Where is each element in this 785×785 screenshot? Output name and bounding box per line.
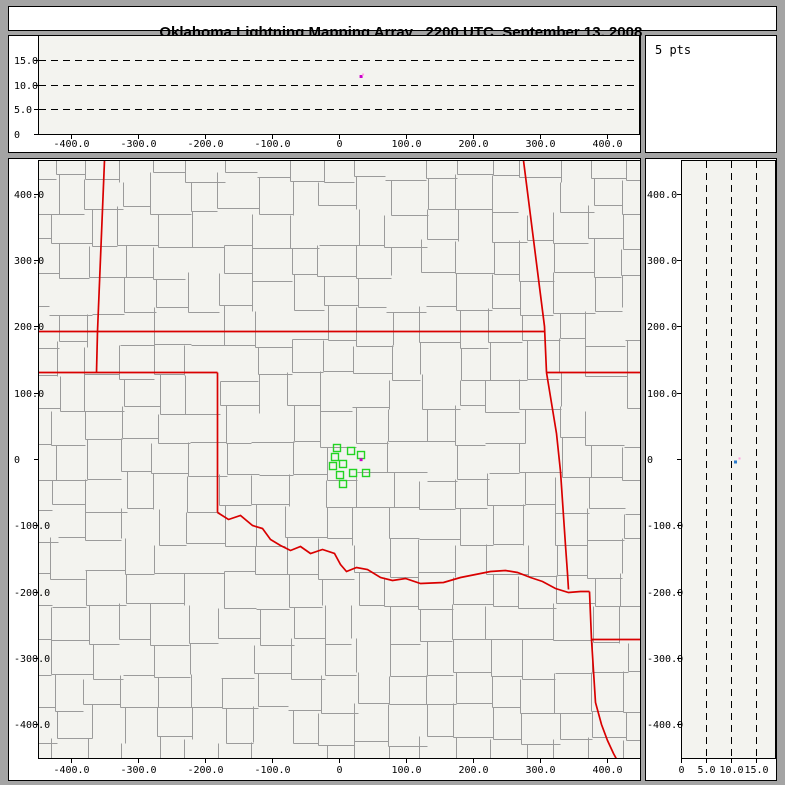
x-tick-label: 200.0 [458,765,488,776]
x-tick-label: 400.0 [592,765,622,776]
arkansas-oklahoma-border [545,372,570,590]
altitude-ns-plot-box [681,160,776,759]
altitude-ns-chart[interactable]: 400.0 300.0 200.0 100.0 0 -100.0 -200.0 -300.0 -… [645,158,777,781]
x-tick-label: 10.0 [719,765,743,776]
kansas-colorado-border [96,161,106,332]
lightning-source-square [346,446,356,456]
y-tick-label: 300.0 [14,256,44,267]
plan-view-map[interactable]: 400.0 300.0 200.0 100.0 0 -100.0 -200.0 -300.0 -… [8,158,641,781]
x-tick-label: -300.0 [120,139,156,150]
plan-view-panel: 400.0 300.0 200.0 100.0 0 -100.0 -200.0 -300.0 -… [8,158,641,781]
lightning-source-square [332,443,342,453]
y-tick-label: 15.0 [14,56,38,67]
x-tick-label: 0 [336,139,342,150]
lightning-source-dot [734,460,737,464]
y-tick-label: -300.0 [647,654,683,665]
lightning-source-square [348,468,358,478]
lightning-source-points [359,73,365,78]
red-river-ok-tx-border [217,511,590,594]
lightning-source-square [338,459,348,469]
title-bar: Oklahoma Lightning Mapping Array 2200 UT… [8,6,777,41]
y-tick-label: 0 [14,130,20,141]
altitude-ew-panel: 0 5.0 10.0 15.0 -400.0 -300.0 -200.0 -100.0 0 100… [8,35,641,153]
points-count-label: 5 pts [655,43,692,57]
plan-view-plot-box [38,160,641,759]
axis-ticks-and-labels: 400.0 300.0 200.0 100.0 0 -100.0 -200.0 -300.0 -… [647,190,769,776]
lightning-source-square [328,461,338,471]
y-tick-label: -400.0 [647,720,683,731]
y-tick-label: 400.0 [647,190,677,201]
y-tick-label: -100.0 [14,521,50,532]
state-borders [39,161,640,758]
x-tick-label: 5.0 [697,765,715,776]
y-tick-label: 0 [647,455,653,466]
y-tick-label: 100.0 [647,389,677,400]
y-tick-label: -100.0 [647,521,683,532]
x-tick-label: 400.0 [592,139,622,150]
y-tick-label: 0 [14,455,20,466]
y-tick-label: 5.0 [14,105,32,116]
y-tick-label: 100.0 [14,389,44,400]
x-tick-label: -200.0 [187,139,223,150]
panhandle-west-border [95,331,99,373]
x-tick-label: 15.0 [744,765,768,776]
y-tick-label: -300.0 [14,654,50,665]
missouri-west-border [522,161,548,373]
lightning-source-dot [362,73,365,76]
axis-ticks-and-labels: 0 5.0 10.0 15.0 -400.0 -300.0 -200.0 -100.0 0 100… [14,56,623,150]
y-tick-label: 300.0 [647,256,677,267]
x-tick-label: -100.0 [254,139,290,150]
x-tick-label: 200.0 [458,139,488,150]
altitude-gridlines [706,161,757,758]
y-tick-label: -200.0 [14,588,50,599]
x-tick-label: 300.0 [525,139,555,150]
x-tick-label: 300.0 [525,765,555,776]
county-lines [39,161,640,758]
x-tick-label: 100.0 [391,765,421,776]
x-tick-label: 0 [678,765,684,776]
y-tick-label: -400.0 [14,720,50,731]
points-count-panel: 5 pts [645,35,777,153]
x-tick-label: 100.0 [391,139,421,150]
lightning-source-square [330,452,340,462]
x-tick-label: 0 [336,765,342,776]
altitude-gridlines [39,60,639,110]
lightning-source-square [335,470,345,480]
y-tick-label: 400.0 [14,190,44,201]
x-tick-label: -400.0 [53,139,89,150]
lightning-source-dot [738,457,741,460]
y-tick-label: 200.0 [647,322,677,333]
altitude-ew-chart[interactable]: 0 5.0 10.0 15.0 -400.0 -300.0 -200.0 -100.0 0 100… [8,35,641,153]
y-tick-label: -200.0 [647,588,683,599]
x-tick-label: -200.0 [187,765,223,776]
x-tick-label: -400.0 [53,765,89,776]
altitude-ns-panel: 400.0 300.0 200.0 100.0 0 -100.0 -200.0 -300.0 -… [645,158,777,781]
map-layers [39,161,640,758]
lightning-source-dot [359,75,363,78]
lightning-source-dot [359,458,363,462]
y-tick-label: 10.0 [14,81,38,92]
y-tick-label: 200.0 [14,322,44,333]
x-tick-label: -100.0 [254,765,290,776]
lightning-source-points [734,457,741,464]
lightning-source-square [361,468,371,478]
lightning-source-points [328,443,371,489]
x-tick-label: -300.0 [120,765,156,776]
lightning-source-square [338,479,348,489]
axis-ticks-and-labels: 400.0 300.0 200.0 100.0 0 -100.0 -200.0 -300.0 -… [14,190,623,776]
